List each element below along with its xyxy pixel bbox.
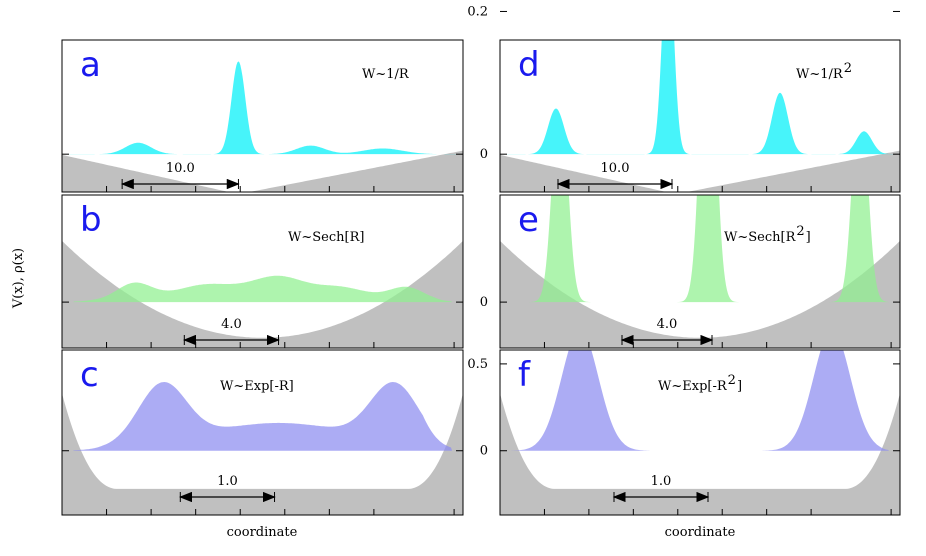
plot-area-c (62, 382, 463, 515)
frame-f (499, 349, 901, 516)
density-c (62, 382, 463, 451)
density-e (500, 195, 900, 303)
frame-e (499, 194, 901, 349)
annotation-f: W~Exp[-R (658, 379, 728, 394)
scale-bar-label-b: 4.0 (221, 317, 242, 332)
panel-letter-e: e (518, 200, 539, 240)
plot-area-e (500, 195, 900, 348)
y-axis-title: V(x), ρ(x) (11, 248, 26, 309)
scale-bar-label-d: 10.0 (601, 161, 630, 176)
panel-letter-b: b (80, 200, 102, 240)
tick-label-f: 0 (480, 444, 488, 459)
panel-b: b W~Sech[R] 4.0 (61, 194, 464, 349)
panel-letter-a: a (80, 45, 101, 85)
panel-c: c W~Exp[-R] 1.0 (61, 349, 464, 516)
tick-label-f: 0.5 (467, 357, 488, 372)
annotation-e: W~Sech[R (724, 230, 797, 245)
scale-bar-label-c: 1.0 (217, 474, 238, 489)
potential-c (62, 393, 463, 515)
tick-label-e: 0.3 (467, 0, 488, 4)
annotation-sup-e: 2 (796, 224, 804, 239)
annotation-b: W~Sech[R] (288, 230, 364, 245)
annotation-close-bracket-f: ] (737, 379, 742, 394)
frame-b (61, 194, 464, 349)
panel-letter-c: c (80, 355, 99, 395)
panel-a: a W~1/R 10.0 (61, 39, 464, 193)
x-axis-title-left: coordinate (227, 525, 298, 540)
potential-a (62, 150, 463, 192)
panel-d: 0 0.2 d W~1/R 2 10.0 (467, 4, 901, 193)
density-f (500, 350, 900, 451)
potential-e (500, 240, 900, 348)
panel-letter-f: f (518, 355, 531, 395)
potential-f (500, 393, 900, 515)
annotation-sup-d: 2 (844, 61, 852, 76)
frame-c (61, 349, 464, 516)
tick-label-e: 0 (480, 295, 488, 310)
density-d (500, 40, 900, 155)
tick-label-d: 0 (480, 147, 488, 162)
annotation-close-bracket-e: ] (806, 230, 811, 245)
panel-f: 0 0.5 f W~Exp[-R 2] 1.0 (467, 349, 901, 516)
scale-bar-label-e: 4.0 (657, 317, 678, 332)
density-b (62, 275, 463, 303)
panel-letter-d: d (518, 45, 540, 85)
panel-e: 00.3eW~Sech[R2]4.0 (467, 0, 901, 349)
frame-a (61, 39, 464, 193)
potential-b (62, 240, 463, 348)
annotation-d: W~1/R (796, 67, 844, 82)
plot-area-d (500, 40, 900, 192)
scale-bar-label-a: 10.0 (166, 161, 195, 176)
plot-area-b (62, 240, 463, 348)
annotation-c: W~Exp[-R] (220, 379, 294, 394)
scale-bar-label-f: 1.0 (651, 474, 672, 489)
tick-label-d: 0.2 (467, 4, 488, 19)
potential-d (500, 150, 900, 192)
x-axis-title-right: coordinate (665, 525, 736, 540)
annotation-a: W~1/R (362, 67, 410, 82)
annotation-sup-f: 2 (728, 373, 736, 388)
frame-d (499, 39, 901, 193)
plot-area-f (500, 350, 900, 515)
